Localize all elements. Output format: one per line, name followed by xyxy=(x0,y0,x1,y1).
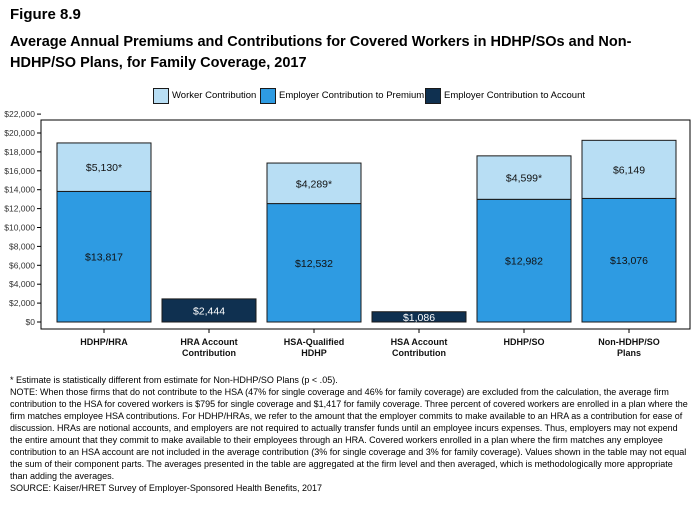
legend-swatch-employer-account xyxy=(425,88,441,104)
data-label: $13,076 xyxy=(610,255,648,267)
legend-label-employer-account: Employer Contribution to Account xyxy=(444,90,585,101)
data-label: $4,289* xyxy=(296,178,332,190)
y-tick-label: $20,000 xyxy=(4,128,35,138)
note-source: SOURCE: Kaiser/HRET Survey of Employer-S… xyxy=(10,483,322,493)
bar-employer-contribution-to-premium xyxy=(581,197,677,323)
bar-employer-contribution-to-premium xyxy=(476,198,572,323)
x-tick-label: HSA Account xyxy=(391,337,448,347)
chart-notes: * Estimate is statistically different fr… xyxy=(10,374,690,494)
legend-swatch-employer-premium xyxy=(260,88,276,104)
bar-employer-contribution-to-premium xyxy=(56,190,152,323)
x-tick-label: Non-HDHP/SO xyxy=(598,337,660,347)
y-tick-label: $18,000 xyxy=(4,147,35,157)
bar-worker-contribution xyxy=(266,162,362,205)
plot-frame xyxy=(40,119,691,330)
y-tick-label: $4,000 xyxy=(9,279,35,289)
y-tick-label: $6,000 xyxy=(9,260,35,270)
y-tick-label: $12,000 xyxy=(4,204,35,214)
y-tick-label: $14,000 xyxy=(4,185,35,195)
x-tick-label: HDHP/SO xyxy=(503,337,544,347)
y-tick-label: $10,000 xyxy=(4,223,35,233)
figure-label: Figure 8.9 xyxy=(10,6,81,23)
note-methodology: NOTE: When those firms that do not contr… xyxy=(10,387,688,481)
x-tick-label: Plans xyxy=(617,348,641,358)
data-label: $12,982 xyxy=(505,256,543,268)
data-label: $5,130* xyxy=(86,162,122,174)
legend-label-worker: Worker Contribution xyxy=(172,90,257,101)
data-label: $2,444 xyxy=(193,305,225,317)
bar-employer-contribution-to-account xyxy=(371,311,467,323)
y-tick-label: $0 xyxy=(26,317,36,327)
bar-employer-contribution-to-account xyxy=(161,298,257,323)
x-tick-label: HSA-Qualified xyxy=(284,337,345,347)
y-tick-label: $8,000 xyxy=(9,241,35,251)
x-tick-label: Contribution xyxy=(182,348,236,358)
data-label: $1,086 xyxy=(403,312,435,324)
note-significance: * Estimate is statistically different fr… xyxy=(10,375,338,385)
chart-title: Average Annual Premiums and Contribution… xyxy=(10,34,632,71)
bar-worker-contribution xyxy=(581,139,677,199)
legend-label-employer-premium: Employer Contribution to Premium xyxy=(279,90,425,101)
x-tick-label: Contribution xyxy=(392,348,446,358)
x-tick-label: HDHP/HRA xyxy=(80,337,128,347)
legend: Worker Contribution Employer Contributio… xyxy=(0,88,698,106)
bar-worker-contribution xyxy=(476,155,572,200)
x-tick-label: HRA Account xyxy=(180,337,237,347)
y-tick-label: $2,000 xyxy=(9,298,35,308)
bar-chart: $0 $2,000 $4,000 $6,000 $8,000 $10,000 $12,000… xyxy=(4,110,691,358)
data-label: $12,532 xyxy=(295,258,333,270)
data-label: $4,599* xyxy=(506,173,542,185)
x-tick-label: HDHP xyxy=(301,348,327,358)
legend-swatch-worker xyxy=(153,88,169,104)
bar-employer-contribution-to-premium xyxy=(266,203,362,323)
bar-worker-contribution xyxy=(56,142,152,192)
y-tick-label: $16,000 xyxy=(4,166,35,176)
data-label: $13,817 xyxy=(85,252,123,264)
y-tick-label: $22,000 xyxy=(4,110,35,119)
data-label: $6,149 xyxy=(613,164,645,176)
